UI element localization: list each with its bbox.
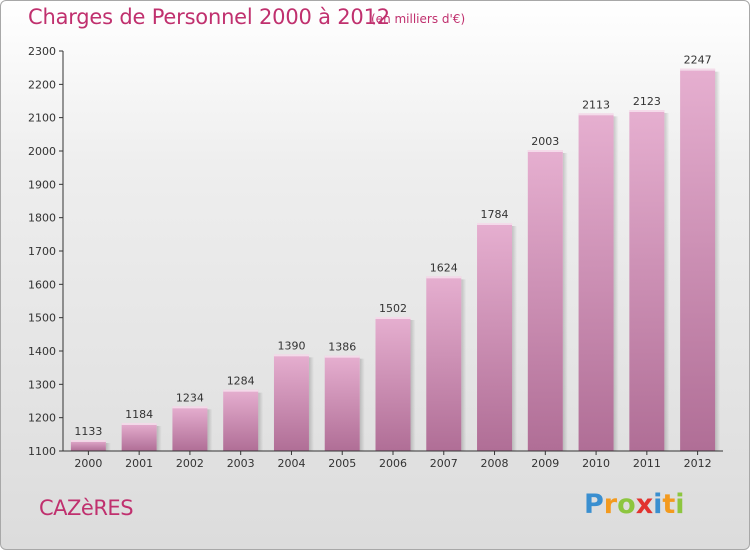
bar-shadow [664, 113, 670, 451]
bar-highlight [172, 406, 208, 409]
bar-value-label: 1784 [481, 208, 509, 221]
y-tick-label: 2100 [28, 112, 56, 125]
y-tick-label: 1500 [28, 312, 56, 325]
logo-letter: P [584, 489, 604, 520]
bar-highlight [578, 113, 614, 116]
bar-shadow [715, 71, 721, 452]
y-tick-label: 1600 [28, 278, 56, 291]
chart-title: Charges de Personnel 2000 à 2012 [28, 5, 390, 29]
y-tick-label: 2300 [28, 45, 56, 58]
x-tick-label: 2008 [481, 457, 509, 470]
bar [477, 223, 513, 451]
bar-shadow [105, 443, 111, 451]
bar-shadow [258, 392, 264, 451]
y-tick-label: 2200 [28, 78, 56, 91]
bar [527, 150, 563, 451]
bar [273, 354, 309, 451]
bar-value-label: 1390 [277, 339, 305, 352]
labels-layer: 1133 2000 1184 2001 1234 2002 1284 2003 1390 2004… [28, 45, 712, 470]
bar-shadow [359, 358, 365, 451]
bar-shadow [512, 226, 518, 451]
bar-value-label: 2113 [582, 98, 610, 111]
bar-value-label: 1386 [328, 341, 356, 354]
bar-value-label: 1502 [379, 302, 407, 315]
town-name: CAZèRES [39, 496, 134, 520]
x-tick-label: 2002 [176, 457, 204, 470]
x-tick-label: 2011 [633, 457, 661, 470]
bar-shadow [308, 357, 314, 451]
bar-shadow [207, 409, 213, 451]
x-tick-label: 2010 [582, 457, 610, 470]
bar-shadow [156, 426, 162, 451]
bar [578, 113, 614, 451]
y-tick-label: 1300 [28, 378, 56, 391]
bar-highlight [375, 317, 411, 319]
bar-value-label: 1184 [125, 408, 153, 421]
logo-letter: o [617, 489, 636, 520]
bar-highlight [629, 110, 665, 112]
bar-highlight [273, 354, 309, 357]
bar [324, 355, 360, 451]
bar [426, 276, 462, 451]
y-tick-label: 1700 [28, 245, 56, 258]
bar [172, 406, 208, 451]
chart-unit-label: (en milliers d'€) [371, 12, 466, 26]
y-tick-label: 1400 [28, 345, 56, 358]
bar-shadow [562, 153, 568, 451]
bar [70, 440, 106, 451]
x-tick-label: 2006 [379, 457, 407, 470]
bar-highlight [477, 223, 513, 225]
x-tick-label: 2007 [430, 457, 458, 470]
logo-letter: i [653, 489, 663, 520]
y-tick-label: 1800 [28, 212, 56, 225]
bar [375, 317, 411, 451]
bar-value-label: 1284 [227, 375, 255, 388]
bar-shadow [613, 116, 619, 451]
bar-value-label: 2123 [633, 95, 661, 108]
bar-highlight [70, 440, 106, 442]
bar-highlight [223, 389, 259, 392]
bar-highlight [680, 68, 716, 71]
x-tick-label: 2000 [74, 457, 102, 470]
x-tick-label: 2005 [328, 457, 356, 470]
bar-highlight [527, 150, 563, 152]
bar-shadow [410, 320, 416, 451]
y-tick-label: 1200 [28, 412, 56, 425]
y-tick-label: 1100 [28, 445, 56, 458]
x-tick-label: 2012 [684, 457, 712, 470]
bar [629, 110, 665, 451]
logo-letter: r [603, 489, 618, 520]
logo-letter: i [675, 489, 685, 520]
proxiti-logo[interactable]: Proxiti [584, 489, 685, 520]
bar-highlight [121, 423, 157, 425]
axis-layer [59, 50, 723, 455]
bar [223, 389, 259, 451]
bar-value-label: 2003 [531, 135, 559, 148]
x-tick-label: 2001 [125, 457, 153, 470]
bar [680, 68, 716, 452]
x-tick-label: 2003 [227, 457, 255, 470]
y-tick-label: 2000 [28, 145, 56, 158]
bar-highlight [324, 355, 360, 358]
bar-value-label: 1624 [430, 261, 458, 274]
y-tick-label: 1900 [28, 178, 56, 191]
bar-shadow [461, 279, 467, 451]
x-tick-label: 2009 [531, 457, 559, 470]
bar [121, 423, 157, 451]
logo-letter: t [662, 489, 676, 520]
bar-value-label: 1133 [74, 425, 102, 438]
bar-highlight [426, 276, 462, 279]
bar-value-label: 1234 [176, 391, 204, 404]
logo-letter: x [635, 489, 654, 520]
bars-layer [70, 68, 721, 452]
x-tick-label: 2004 [277, 457, 305, 470]
bar-value-label: 2247 [684, 54, 712, 67]
